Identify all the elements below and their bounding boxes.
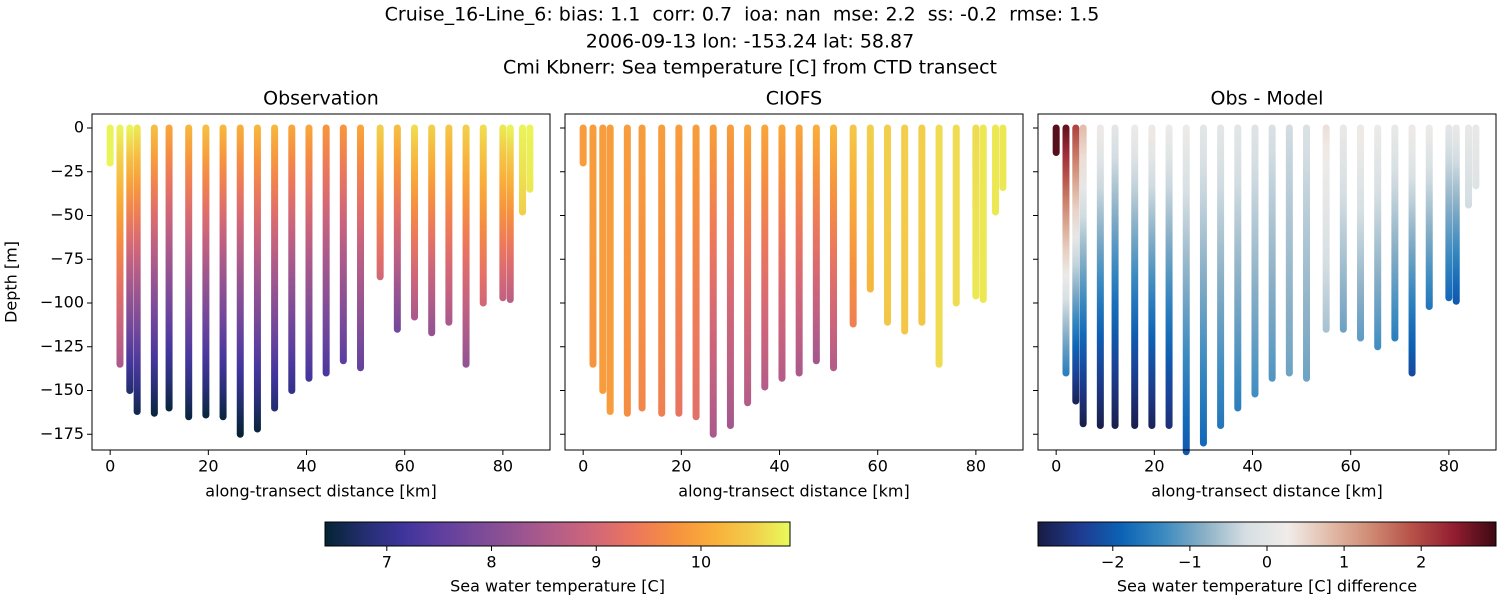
- x-axis-label: along-transect distance [km]: [205, 482, 436, 501]
- x-tick-label: 0: [1051, 457, 1061, 476]
- x-tick-label: 20: [198, 457, 218, 476]
- colorbar: [1037, 521, 1497, 547]
- x-tick-label: 60: [395, 457, 415, 476]
- colorbar-tick-label: 10: [691, 553, 711, 572]
- y-tick-label: −50: [50, 205, 84, 224]
- x-tick-label: 80: [493, 457, 513, 476]
- panel-title: Obs - Model: [1211, 88, 1324, 110]
- colorbar-tick-label: −2: [1101, 553, 1125, 572]
- x-axis-label: along-transect distance [km]: [678, 482, 909, 501]
- x-tick-label: 40: [1242, 457, 1262, 476]
- plot-frame: [564, 113, 1024, 451]
- panel-title: Observation: [263, 88, 379, 110]
- colorbar-tick-label: −1: [1178, 553, 1202, 572]
- x-tick-label: 80: [966, 457, 986, 476]
- colorbar-tick-label: 2: [1416, 553, 1426, 572]
- x-tick-label: 60: [868, 457, 888, 476]
- x-tick-label: 0: [105, 457, 115, 476]
- y-tick-label: −75: [50, 249, 84, 268]
- y-tick-label: −150: [40, 380, 84, 399]
- y-tick-label: −100: [40, 293, 84, 312]
- x-tick-label: 0: [578, 457, 588, 476]
- chart-subtitle: 2006-09-13 lon: -153.24 lat: 58.87: [586, 31, 914, 53]
- x-tick-label: 20: [1144, 457, 1164, 476]
- x-tick-label: 80: [1439, 457, 1459, 476]
- colorbar-label: Sea water temperature [C]: [450, 577, 665, 596]
- colorbar-tick-label: 7: [382, 553, 392, 572]
- y-axis-label: Depth [m]: [2, 241, 21, 323]
- x-tick-label: 60: [1341, 457, 1361, 476]
- chart-subtitle: Cmi Kbnerr: Sea temperature [C] from CTD…: [503, 57, 997, 79]
- x-axis-label: along-transect distance [km]: [1151, 482, 1382, 501]
- x-tick-label: 20: [671, 457, 691, 476]
- panel-title: CIOFS: [766, 88, 822, 110]
- colorbar-tick-label: 0: [1262, 553, 1272, 572]
- y-tick-label: −175: [40, 424, 84, 443]
- x-tick-label: 40: [296, 457, 316, 476]
- y-tick-label: 0: [74, 118, 84, 137]
- chart-title: Cruise_16-Line_6: bias: 1.1 corr: 0.7 io…: [385, 4, 1100, 26]
- x-tick-label: 40: [769, 457, 789, 476]
- plot-frame: [1037, 113, 1497, 451]
- colorbar-tick-label: 8: [486, 553, 496, 572]
- colorbar: [324, 521, 791, 547]
- colorbar-label: Sea water temperature [C] difference: [1117, 577, 1417, 596]
- plot-frame: [91, 113, 551, 451]
- y-tick-label: −125: [40, 336, 84, 355]
- y-tick-label: −25: [50, 161, 84, 180]
- colorbar-tick-label: 1: [1339, 553, 1349, 572]
- colorbar-tick-label: 9: [591, 553, 601, 572]
